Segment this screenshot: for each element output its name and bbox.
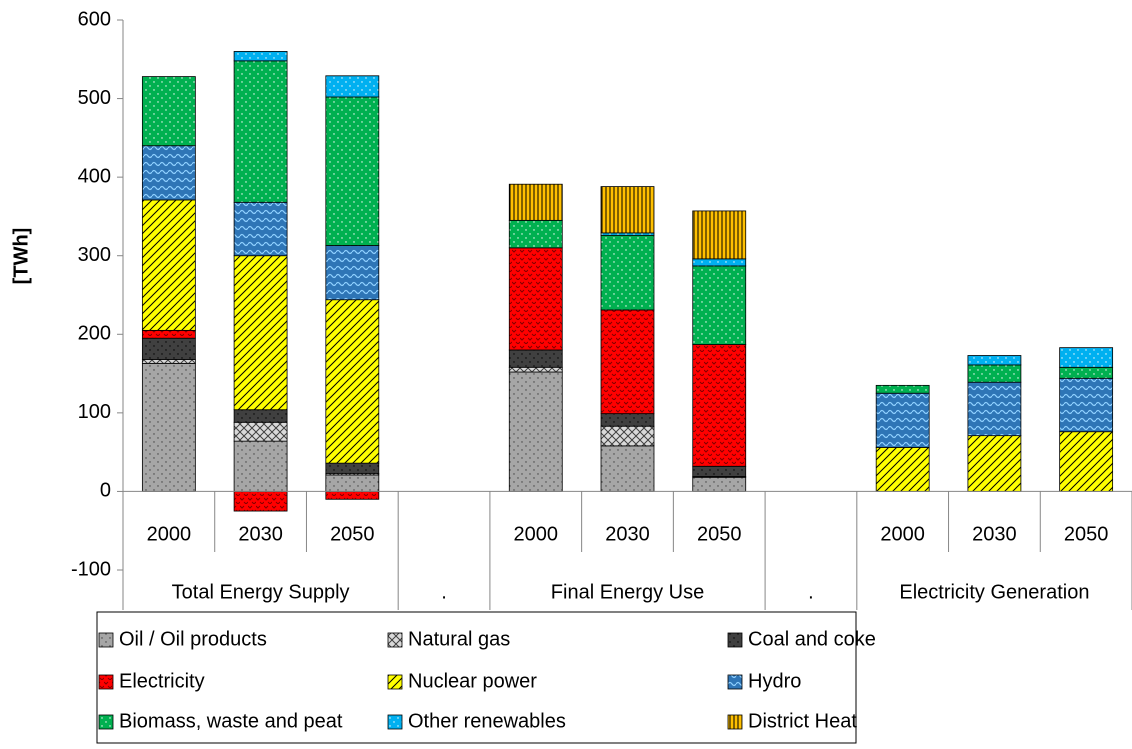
x-tick-label: 2050 [697, 523, 742, 545]
x-tick-label: 2030 [972, 523, 1017, 545]
x-tick-label: 2000 [880, 523, 925, 545]
y-tick-label: 500 [78, 87, 111, 109]
y-tick-label: 600 [78, 8, 111, 30]
legend-marker [98, 632, 114, 648]
legend-label: Hydro [748, 670, 801, 692]
legend-marker [727, 674, 743, 690]
bar-segment [875, 447, 930, 492]
legend-marker [98, 674, 114, 690]
legend-label: Nuclear power [408, 670, 537, 692]
legend-label: Biomass, waste and peat [119, 710, 343, 732]
bar-segment [141, 76, 196, 147]
bar-segment [141, 337, 196, 360]
bar-segment [967, 435, 1022, 492]
bar-segment [1059, 377, 1114, 433]
legend-label: Coal and coke [748, 628, 876, 650]
legend-marker [727, 632, 743, 648]
bar-segment [508, 371, 563, 492]
bar-segment [141, 329, 196, 339]
y-tick-label: 100 [78, 401, 111, 423]
bar-segment [325, 245, 380, 301]
bar-segment [508, 247, 563, 351]
legend-label: Natural gas [408, 628, 510, 650]
bar-segment [692, 258, 747, 267]
bar-segment [508, 349, 563, 368]
x-tick-label: 2000 [147, 523, 192, 545]
legend-label: District Heat [748, 710, 857, 732]
bar-segment [967, 355, 1022, 366]
x-tick-label: 2030 [605, 523, 650, 545]
bar-segment [692, 265, 747, 345]
bar-segment [967, 364, 1022, 383]
bar-segment [325, 299, 380, 464]
bar-segment [233, 491, 288, 512]
bar-segment [233, 255, 288, 411]
bar-segment [692, 344, 747, 467]
group-label: Total Energy Supply [172, 581, 350, 603]
bar-segment [325, 474, 380, 492]
bar-segment [600, 445, 655, 492]
bar-segment [141, 359, 196, 364]
legend-label: Oil / Oil products [119, 628, 267, 650]
bar-segment [1059, 347, 1114, 368]
legend-label: Electricity [119, 670, 205, 692]
bar-segment [508, 183, 563, 221]
group-label: Final Energy Use [551, 581, 704, 603]
bar-segment [1059, 431, 1114, 492]
bar-segment [325, 462, 380, 474]
bar-segment [875, 392, 930, 448]
group-label: . [808, 581, 814, 603]
bar-segment [141, 145, 196, 201]
legend-label: Other renewables [408, 710, 566, 732]
x-tick-label: 2050 [330, 523, 375, 545]
bar-segment [1059, 366, 1114, 379]
bar-segment [600, 186, 655, 234]
group-label: Electricity Generation [899, 581, 1089, 603]
bar-segment [875, 384, 930, 394]
bar-segment [692, 465, 747, 477]
y-tick-label: -100 [71, 558, 111, 580]
legend-marker [387, 714, 403, 730]
bar-segment [325, 491, 380, 500]
y-tick-label: 200 [78, 323, 111, 345]
legend-marker [387, 674, 403, 690]
group-label: . [441, 581, 447, 603]
bar-segment [692, 210, 747, 260]
x-tick-label: 2050 [1064, 523, 1109, 545]
x-tick-label: 2000 [514, 523, 559, 545]
bar-segment [233, 440, 288, 492]
bar-segment [508, 219, 563, 249]
y-tick-label: 400 [78, 165, 111, 187]
bar-segment [233, 201, 288, 257]
bar-segment [141, 362, 196, 492]
bar-segment [967, 381, 1022, 437]
bar-segment [233, 421, 288, 442]
bar-segment [233, 409, 288, 423]
bar-segment [325, 96, 380, 246]
y-axis-label: [TWh] [10, 228, 32, 285]
bar-segment [600, 234, 655, 311]
bar-segment [600, 413, 655, 427]
bar-segment [508, 366, 563, 373]
bar-segment [141, 199, 196, 331]
bar-segment [692, 476, 747, 492]
legend-marker [98, 714, 114, 730]
legend-marker [727, 714, 743, 730]
bar-segment [600, 425, 655, 447]
bar-segment [233, 51, 288, 62]
bar-segment [600, 309, 655, 415]
legend-marker [387, 632, 403, 648]
bar-segment [233, 60, 288, 203]
y-tick-label: 0 [100, 480, 111, 502]
x-tick-label: 2030 [238, 523, 283, 545]
y-tick-label: 300 [78, 244, 111, 266]
bar-segment [325, 75, 380, 98]
